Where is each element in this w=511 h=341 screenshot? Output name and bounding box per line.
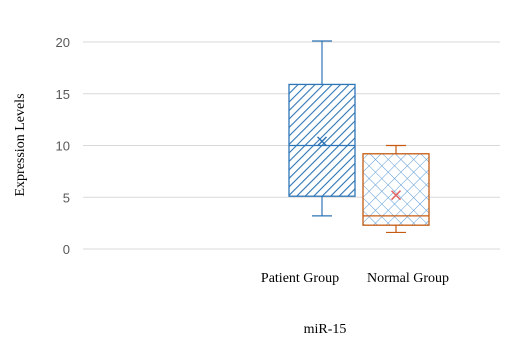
y-axis-title: Expression Levels xyxy=(13,93,28,196)
mean-marker xyxy=(316,136,328,147)
category-label-0: Patient Group xyxy=(261,271,339,286)
box-iqr xyxy=(288,83,356,197)
y-tick-label-20: 20 xyxy=(56,35,70,50)
box-patient-group xyxy=(288,40,356,217)
y-tick-label-15: 15 xyxy=(56,87,70,102)
box-series xyxy=(288,40,430,234)
y-tick-label-5: 5 xyxy=(63,190,70,205)
mean-marker xyxy=(390,190,402,201)
category-labels: Patient Group Normal Group xyxy=(261,271,449,286)
box-iqr xyxy=(362,153,430,226)
y-tick-label-0: 0 xyxy=(63,242,70,257)
y-tick-label-10: 10 xyxy=(56,139,70,154)
category-label-1: Normal Group xyxy=(367,271,449,286)
x-axis-title: miR-15 xyxy=(304,322,347,337)
y-tick-labels: 0 5 10 15 20 xyxy=(56,35,70,257)
box-normal-group xyxy=(362,144,430,234)
